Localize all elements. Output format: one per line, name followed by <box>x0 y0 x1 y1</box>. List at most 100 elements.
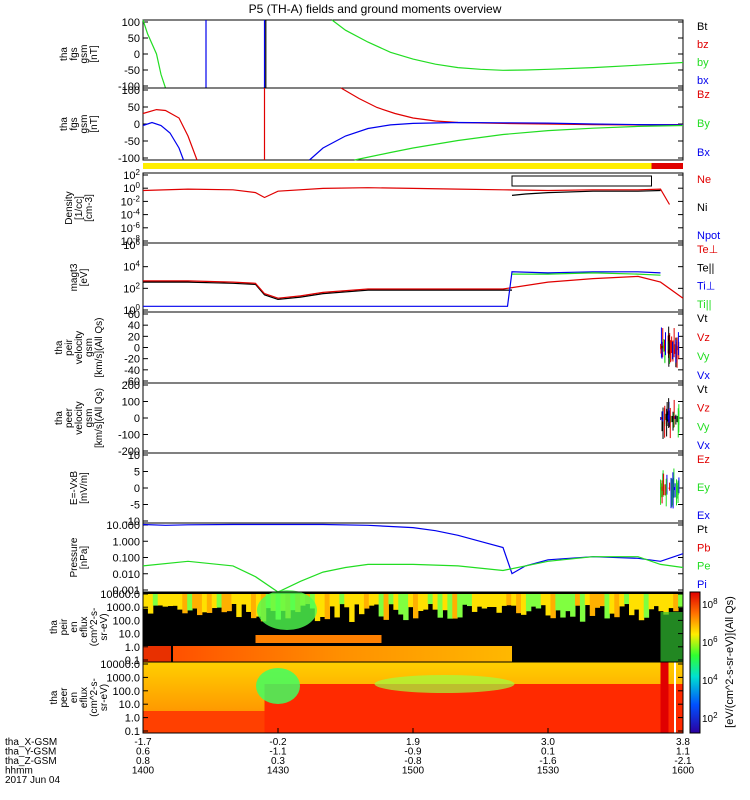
y-axis-label: Pressure <box>69 537 80 577</box>
spectrogram-cell <box>329 594 335 607</box>
y-tick-label: 10000.0 <box>100 659 140 671</box>
legend-p3-2: Npot <box>697 230 720 242</box>
spectrogram-cell <box>167 594 173 607</box>
spectrogram-cell <box>383 594 389 620</box>
spectrogram-p9 <box>143 590 684 662</box>
ephemeris-value: 1400 <box>132 766 155 777</box>
legend-p5-1: Vz <box>697 332 710 344</box>
y-axis-label: [km/s](All Qs) <box>94 318 105 378</box>
spectrogram-cell <box>589 594 596 616</box>
spectrogram-cell <box>678 594 684 608</box>
ephemeris-value: 3.8 <box>676 737 690 748</box>
spectrogram-cell <box>501 594 507 606</box>
spectrogram-mid-band <box>255 635 382 643</box>
spectrogram-cell <box>653 594 659 607</box>
spectrogram-cell <box>437 594 443 618</box>
y-axis-label: sr-eV) <box>99 684 110 711</box>
legend-p5-0: Vt <box>697 313 707 325</box>
y-axis-label: fgs <box>69 117 80 130</box>
y-tick-label: 0.100 <box>112 553 140 565</box>
mode-bar-slow-survey <box>651 163 683 169</box>
spectrogram-cell <box>496 594 502 613</box>
spectrogram-cell <box>545 594 551 616</box>
spectrogram-cell <box>147 594 154 614</box>
ephemeris-value: 0.8 <box>136 756 150 767</box>
colorbar-label: [eV/(cm^2-s-sr-eV)](All Qs) <box>724 596 736 728</box>
spectrogram-cell <box>452 594 458 619</box>
y-axis-label: tha <box>49 620 60 634</box>
ephemeris-value: -1.1 <box>269 747 287 758</box>
legend-p4-1: Te|| <box>697 262 714 274</box>
spectrogram-hot-band <box>374 675 515 693</box>
y-tick-label: 1.000 <box>112 536 140 548</box>
panel-frame <box>142 242 684 313</box>
panel-frame <box>142 19 684 89</box>
legend-p6-0: Vt <box>697 384 707 396</box>
legend-p2-1: By <box>697 118 710 130</box>
legend-p4-0: Te⊥ <box>697 244 718 256</box>
spectrogram-low-band-start <box>143 646 171 662</box>
legend-p6-2: Vy <box>697 421 710 433</box>
y-tick-label: 1000.0 <box>106 602 140 614</box>
spectrogram-cell <box>540 594 547 606</box>
spectrogram-cell <box>251 594 257 619</box>
series-p4-Te|| <box>143 281 512 301</box>
y-tick-label: 0 <box>134 483 140 495</box>
y-axis-label: Density <box>64 191 75 224</box>
spectrogram-cell <box>143 594 149 609</box>
series-p4-Ti⊥ <box>143 271 661 307</box>
ephemeris-label: tha_Z-GSM <box>5 756 57 767</box>
colorbar-scale <box>689 591 701 734</box>
spectrogram-cell <box>192 594 198 609</box>
spectrogram-cell <box>516 594 522 614</box>
colorbar-tick: 106 <box>702 635 718 649</box>
spectrogram-cell <box>388 594 394 605</box>
spectrogram-cell <box>432 594 439 610</box>
y-tick-label: 100 <box>122 17 140 29</box>
y-tick-label: 0 <box>134 343 140 355</box>
y-tick-label: 20 <box>128 331 140 343</box>
ephemeris-value: 0.3 <box>271 756 285 767</box>
spectrogram-cell <box>619 594 625 607</box>
ephemeris-value: 1430 <box>267 766 290 777</box>
spectrogram-cell <box>368 594 375 606</box>
spectrogram-cell <box>521 594 527 615</box>
ephemeris-value: 1530 <box>537 766 560 777</box>
spectrogram-cell <box>197 594 203 616</box>
y-tick-label: 0.1 <box>125 655 140 667</box>
date-label: 2017 Jun 04 <box>5 775 60 786</box>
series-p4-Te⊥ <box>143 275 684 299</box>
y-axis-label: [mV/m] <box>79 472 90 504</box>
y-tick-label: 100 <box>122 397 140 409</box>
y-axis-label: velocity <box>74 401 85 434</box>
spectrogram-cell <box>354 594 360 605</box>
y-tick-label: 100 <box>123 181 140 195</box>
spectrogram-cell <box>319 594 326 618</box>
colorbar-tick: 104 <box>702 673 718 687</box>
ephemeris-value: -2.1 <box>674 756 692 767</box>
y-tick-label: 50 <box>128 33 140 45</box>
legend-p1-3: bx <box>697 75 709 87</box>
spectrogram-cell <box>349 594 355 622</box>
spectrogram-cell <box>633 594 640 610</box>
series-p1-by <box>331 19 684 71</box>
ephemeris-value: 0.1 <box>541 747 555 758</box>
legend-p6-1: Vz <box>697 403 710 415</box>
spectrogram-cell <box>638 594 645 621</box>
y-axis-label: (cm^2-s- <box>89 678 100 717</box>
legend-p8-2: Pe <box>697 561 710 573</box>
y-tick-label: 102 <box>123 168 140 182</box>
spectrogram-cell <box>206 594 213 613</box>
spectrogram-cell <box>555 594 561 611</box>
spectrogram-cell <box>663 594 669 615</box>
spectrogram-cell <box>486 594 493 607</box>
spectrogram-cell <box>560 594 566 618</box>
spectrogram-cell <box>565 594 571 612</box>
spectrogram-plume <box>257 590 317 630</box>
y-axis-label: [cm-3] <box>84 194 95 222</box>
spectrogram-cell <box>246 594 252 612</box>
y-tick-label: 0 <box>134 413 140 425</box>
legend-p5-3: Vx <box>697 370 710 382</box>
